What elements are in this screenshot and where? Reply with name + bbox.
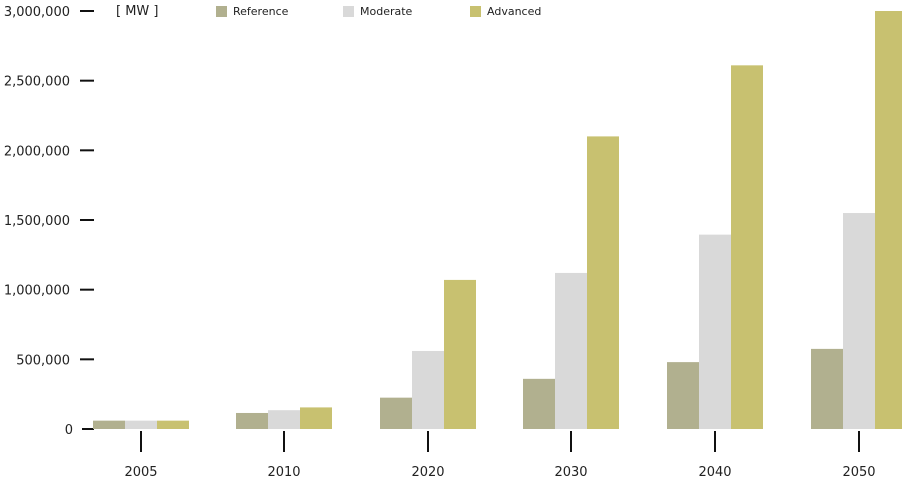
y-tick-label: 2,000,000: [4, 144, 70, 159]
y-tick-label: 1,000,000: [4, 284, 70, 299]
y-tick-label: 1,500,000: [4, 214, 70, 229]
x-tick-label: 2030: [554, 465, 587, 480]
bar-reference-2005: [93, 420, 125, 429]
bar-advanced-2020: [444, 279, 476, 429]
bar-reference-2040: [667, 362, 699, 429]
legend-swatch-reference: [216, 6, 227, 17]
bar-reference-2020: [380, 397, 412, 429]
bar-moderate-2050: [843, 213, 875, 429]
bar-reference-2030: [523, 378, 555, 429]
bar-reference-2010: [236, 412, 268, 429]
legend-swatch-advanced: [470, 6, 481, 17]
bar-advanced-2030: [587, 136, 619, 429]
legend-label-reference: Reference: [233, 5, 289, 18]
bar-moderate-2030: [555, 272, 587, 429]
y-tick-label: 3,000,000: [4, 5, 70, 20]
x-tick-label: 2010: [267, 465, 300, 480]
y-axis: 0 500,000 1,000,000 1,500,000 2,000,000 2,500…: [4, 5, 94, 438]
bars: [93, 11, 902, 429]
y-tick-label: 500,000: [16, 353, 70, 368]
legend-swatch-moderate: [343, 6, 354, 17]
unit-label: [ MW ]: [116, 4, 158, 19]
bar-advanced-2050: [875, 11, 902, 429]
x-tick-label: 2020: [411, 465, 444, 480]
x-axis: 2005 2010 2020 2030 2040 2050: [124, 431, 876, 480]
x-tick-label: 2040: [698, 465, 731, 480]
bar-reference-2050: [811, 348, 843, 429]
bar-moderate-2020: [412, 350, 444, 429]
legend-label-moderate: Moderate: [360, 5, 413, 18]
bar-advanced-2010: [300, 407, 332, 429]
legend: Reference Moderate Advanced: [216, 5, 541, 18]
legend-label-advanced: Advanced: [487, 5, 541, 18]
bar-moderate-2040: [699, 234, 731, 429]
y-tick-label: 0: [65, 423, 73, 438]
x-tick-label: 2050: [842, 465, 875, 480]
bar-moderate-2005: [125, 420, 157, 429]
bar-advanced-2040: [731, 65, 763, 429]
y-tick-label: 2,500,000: [4, 75, 70, 90]
bar-advanced-2005: [157, 420, 189, 429]
x-tick-label: 2005: [124, 465, 157, 480]
bar-moderate-2010: [268, 410, 300, 429]
